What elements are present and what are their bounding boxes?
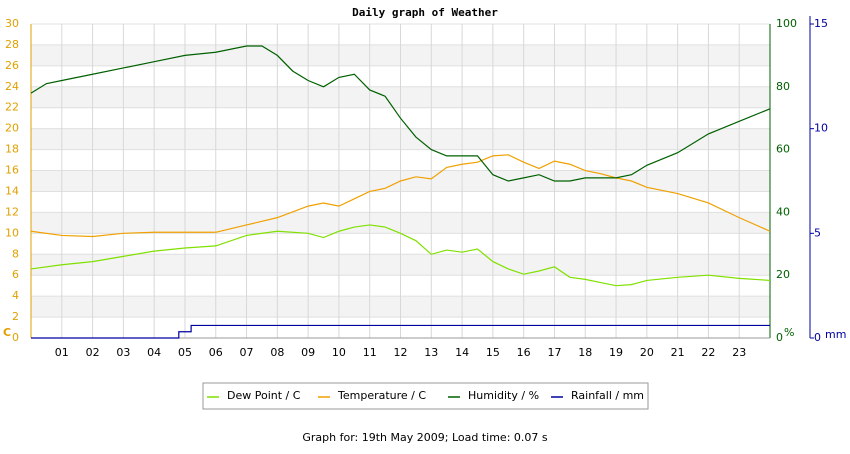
- x-tick-label: 16: [517, 346, 531, 359]
- x-tick-label: 01: [55, 346, 69, 359]
- x-tick-label: 18: [578, 346, 592, 359]
- x-tick-label: 10: [332, 346, 346, 359]
- x-tick-label: 19: [609, 346, 623, 359]
- x-tick-label: 05: [178, 346, 192, 359]
- x-tick-label: 02: [86, 346, 100, 359]
- y-tick-label: 14: [5, 184, 19, 197]
- y-tick-label: 24: [5, 80, 19, 93]
- x-tick-label: 08: [270, 346, 284, 359]
- y-tick-label: 30: [5, 17, 19, 30]
- x-tick-label: 09: [301, 346, 315, 359]
- legend-box: [202, 382, 649, 410]
- y-tick-label: 2: [12, 310, 19, 323]
- x-tick-label: 20: [640, 346, 654, 359]
- y2-tick-label: 100: [776, 17, 797, 30]
- legend-label: Dew Point / C: [227, 389, 301, 402]
- y3-axis-label: mm: [825, 328, 846, 341]
- y-tick-label: 6: [12, 268, 19, 281]
- y-tick-label: 10: [5, 226, 19, 239]
- y2-tick-label: 80: [776, 80, 790, 93]
- x-tick-label: 04: [147, 346, 161, 359]
- series-line: [31, 324, 770, 339]
- series-line: [30, 154, 771, 238]
- legend-label: Rainfall / mm: [571, 389, 644, 402]
- y-tick-label: 12: [5, 205, 19, 218]
- x-tick-label: 13: [424, 346, 438, 359]
- y3-tick-label: 15: [814, 17, 828, 30]
- series-line: [30, 224, 771, 287]
- y-tick-label: 8: [12, 247, 19, 260]
- y-tick-label: 22: [5, 101, 19, 114]
- y2-axis-label: %: [784, 326, 794, 339]
- y2-tick-label: 0: [776, 331, 783, 344]
- y2-tick-label: 20: [776, 268, 790, 281]
- y-tick-label: 4: [12, 289, 19, 302]
- y-tick-label: 26: [5, 59, 19, 72]
- x-tick-label: 11: [363, 346, 377, 359]
- x-tick-label: 03: [116, 346, 130, 359]
- series-line: [30, 45, 771, 182]
- legend-label: Temperature / C: [337, 389, 426, 402]
- x-tick-label: 06: [209, 346, 223, 359]
- y3-tick-label: 5: [814, 226, 821, 239]
- y-tick-label: 0: [12, 331, 19, 344]
- y3-tick-label: 10: [814, 122, 828, 135]
- y-tick-label: 16: [5, 164, 19, 177]
- legend-label: Humidity / %: [468, 389, 539, 402]
- y-tick-label: 20: [5, 122, 19, 135]
- footer: Graph for: 19th May 2009; Load time: 0.0…: [302, 431, 548, 444]
- x-tick-label: 21: [671, 346, 685, 359]
- y2-tick-label: 40: [776, 205, 790, 218]
- y3-tick-label: 0: [814, 331, 821, 344]
- y-tick-label: 18: [5, 143, 19, 156]
- x-tick-label: 12: [394, 346, 408, 359]
- chart-title: Daily graph of Weather: [352, 6, 498, 19]
- x-tick-label: 23: [732, 346, 746, 359]
- x-tick-label: 15: [486, 346, 500, 359]
- y-axis-label: C: [3, 326, 11, 339]
- y2-tick-label: 60: [776, 143, 790, 156]
- x-tick-label: 14: [455, 346, 469, 359]
- x-tick-label: 22: [701, 346, 715, 359]
- y-tick-label: 28: [5, 38, 19, 51]
- x-tick-label: 17: [547, 346, 561, 359]
- x-tick-label: 07: [240, 346, 254, 359]
